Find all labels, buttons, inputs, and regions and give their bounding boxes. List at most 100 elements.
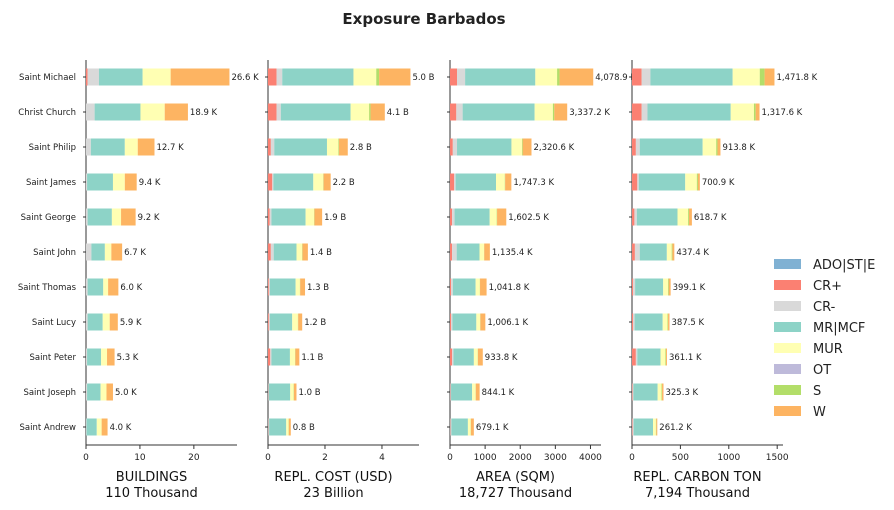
x-tick-label: 500 <box>672 453 689 463</box>
bar-value-label: 4.0 K <box>110 423 132 433</box>
bar-value-label: 5.0 K <box>115 388 137 398</box>
bar-segment <box>452 138 458 156</box>
x-tick-label: 0 <box>629 453 635 463</box>
bar-segment <box>101 418 108 436</box>
bar-segment <box>465 68 536 86</box>
bar-segment <box>164 103 188 121</box>
bar-segment <box>86 313 88 331</box>
bar-segment <box>269 278 296 296</box>
bar-segment <box>759 68 765 86</box>
legend-entry: ADO|ST|E <box>774 258 875 273</box>
x-tick-label: 2000 <box>509 453 532 463</box>
bar-value-label: 2.8 B <box>350 143 372 153</box>
bar-value-label: 1.4 B <box>310 248 332 258</box>
bar-segment <box>451 383 473 401</box>
legend-label: ADO|ST|E <box>813 258 875 273</box>
bar-segment <box>323 173 331 191</box>
bar-value-label: 9.4 K <box>139 178 161 188</box>
bar-value-label: 399.1 K <box>673 283 706 293</box>
bar-segment <box>106 383 113 401</box>
bar-segment <box>350 103 370 121</box>
bar-segment <box>101 348 108 366</box>
bar-segment <box>142 68 171 86</box>
bar-segment <box>638 173 686 191</box>
bar-segment <box>636 208 678 226</box>
bar-segment <box>268 103 277 121</box>
bar-value-label: 1,602.5 K <box>508 213 549 223</box>
x-axis-label: REPL. CARBON TON <box>633 470 761 485</box>
bar-segment <box>716 138 718 156</box>
bar-value-label: 9.2 K <box>138 213 160 223</box>
x-tick-label: 0 <box>265 453 271 463</box>
bar-segment <box>511 138 522 156</box>
bar-segment <box>634 313 663 331</box>
bar-segment <box>280 103 351 121</box>
bar-value-label: 1,747.3 K <box>513 178 554 188</box>
bar-segment <box>293 383 297 401</box>
bar-segment <box>268 383 291 401</box>
bar-segment <box>450 208 453 226</box>
category-label: Saint Thomas <box>18 283 77 293</box>
bar-segment <box>292 313 298 331</box>
legend-entry: MUR <box>774 342 843 357</box>
bar-segment <box>379 68 411 86</box>
bar-segment <box>271 208 306 226</box>
chart-title: Exposure Barbados <box>342 10 505 28</box>
bar-segment <box>639 138 703 156</box>
bar-segment <box>86 418 97 436</box>
bar-segment <box>94 103 141 121</box>
bar-segment <box>476 313 481 331</box>
bar-segment <box>496 173 505 191</box>
bar-value-label: 18.9 K <box>190 108 218 118</box>
legend-entry: S <box>774 384 821 399</box>
bar-value-label: 679.1 K <box>476 423 509 433</box>
bar-segment <box>269 418 287 436</box>
bar-segment <box>637 348 661 366</box>
bar-segment <box>641 103 648 121</box>
bar-segment <box>450 103 457 121</box>
bar-segment <box>633 383 658 401</box>
bar-segment <box>688 208 692 226</box>
bar-segment <box>456 103 463 121</box>
bar-segment <box>454 173 456 191</box>
x-axis-total-label: 18,727 Thousand <box>459 486 572 501</box>
bar-segment <box>100 383 107 401</box>
bar-segment <box>633 418 654 436</box>
bar-segment <box>290 383 294 401</box>
bar-segment <box>87 208 112 226</box>
bar-segment <box>450 138 453 156</box>
bar-segment <box>668 278 671 296</box>
bar-segment <box>662 313 668 331</box>
x-tick-label: 0 <box>83 453 89 463</box>
bar-segment <box>452 243 457 261</box>
bar-segment <box>632 103 642 121</box>
bar-segment <box>271 348 290 366</box>
bar-value-label: 1.0 B <box>298 388 320 398</box>
bar-segment <box>111 208 122 226</box>
bar-segment <box>484 243 490 261</box>
panel-0: 0 10 20 26.6 K Saint Michael 18.9 K Christ Chu… <box>18 60 259 501</box>
bar-segment <box>376 68 380 86</box>
bar-segment <box>86 383 88 401</box>
bar-segment <box>91 243 105 261</box>
bar-segment <box>273 173 314 191</box>
bar-value-label: 261.2 K <box>659 423 692 433</box>
bar-segment <box>552 103 555 121</box>
x-axis-label: REPL. COST (USD) <box>274 470 392 485</box>
legend-swatch <box>774 364 801 374</box>
bar-segment <box>632 208 635 226</box>
bar-segment <box>450 313 452 331</box>
bar-value-label: 5.3 K <box>117 353 139 363</box>
category-label: Saint Philip <box>29 143 76 153</box>
bar-segment <box>295 278 300 296</box>
bar-segment <box>268 208 270 226</box>
bar-segment <box>632 383 634 401</box>
bar-segment <box>87 348 102 366</box>
bar-segment <box>657 383 662 401</box>
bar-segment <box>665 348 666 366</box>
bar-segment <box>455 173 497 191</box>
bar-segment <box>632 138 636 156</box>
bar-segment <box>730 103 754 121</box>
bar-segment <box>326 138 339 156</box>
